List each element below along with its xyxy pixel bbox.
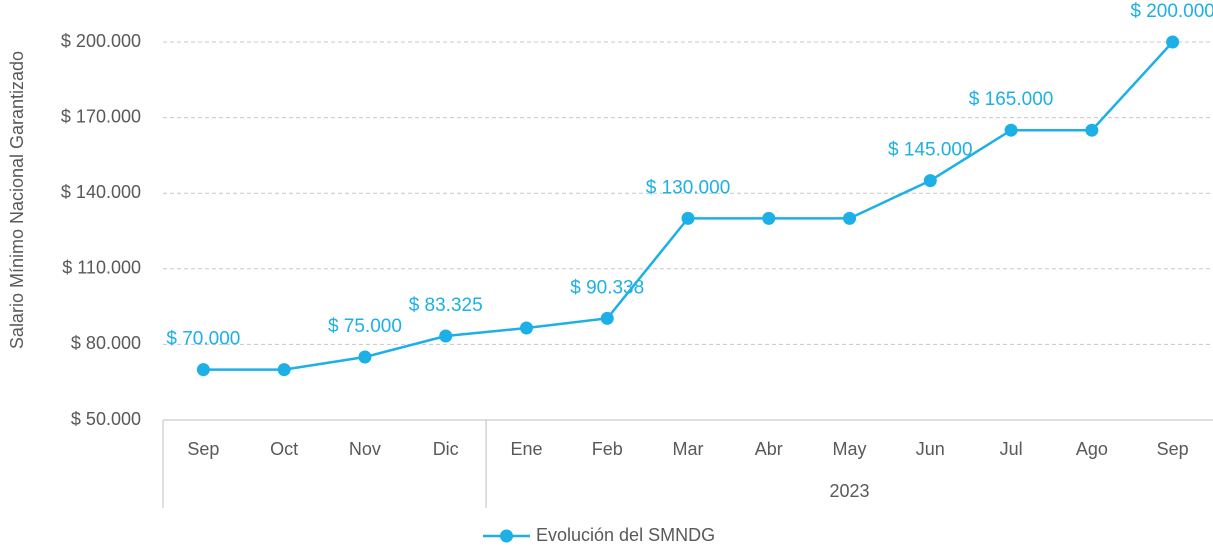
y-tick-label: $ 170.000 [61,106,141,126]
data-point [1004,123,1018,137]
data-label: $ 83.325 [409,295,483,316]
data-label: $ 145.000 [888,140,973,161]
x-tick-label: Ago [1076,439,1108,459]
x-tick-label: May [833,439,867,459]
y-tick-label: $ 110.000 [62,258,141,278]
data-point [519,321,533,335]
x-tick-label: Nov [349,439,381,459]
x-tick-label: Abr [755,439,783,459]
y-tick-label: $ 140.000 [61,182,141,202]
data-point [681,211,695,225]
x-tick-label: Dic [433,439,459,459]
data-point [196,363,210,377]
x-tick-label: Mar [673,439,704,459]
y-tick-label: $ 50.000 [71,409,141,429]
x-tick-label: Sep [1157,439,1189,459]
data-label: $ 70.000 [166,329,240,350]
data-point [1166,35,1180,49]
y-axis-label: Salario Mínimo Nacional Garantizado [7,51,27,349]
data-point [762,211,776,225]
x-tick-label: Oct [270,439,298,459]
data-point [358,350,372,364]
x-tick-label: Sep [187,439,219,459]
data-point [1085,123,1099,137]
x-tick-label: Ene [510,439,542,459]
data-label: $ 130.000 [646,177,731,198]
legend-marker [500,529,513,543]
data-label: $ 200.000 [1130,1,1213,22]
data-label: $ 75.000 [328,316,402,337]
data-point [923,174,937,188]
data-point [843,211,857,225]
group-label: 2023 [830,481,870,501]
x-tick-label: Jun [916,439,945,459]
x-tick-label: Feb [592,439,623,459]
data-point [439,329,453,343]
data-label: $ 165.000 [969,89,1054,110]
data-point [277,363,291,377]
y-tick-label: $ 80.000 [71,333,141,353]
legend-label: Evolución del SMNDG [536,525,715,545]
y-tick-label: $ 200.000 [61,31,141,51]
data-label: $ 90.338 [570,277,644,298]
x-tick-label: Jul [1000,439,1023,459]
data-point [600,311,614,325]
